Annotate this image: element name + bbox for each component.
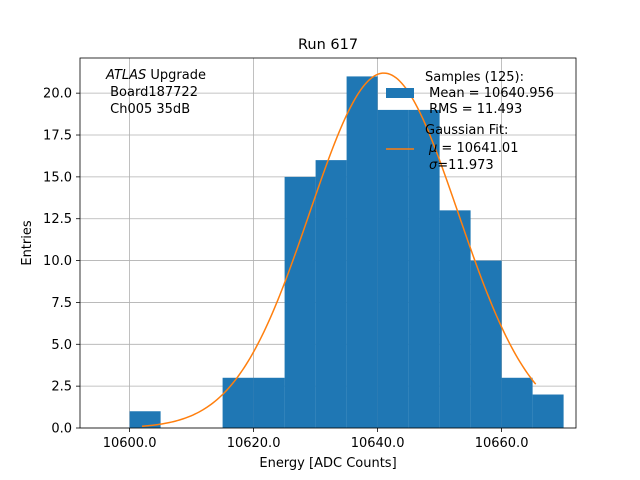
- legend-samples-swatch: [386, 88, 414, 98]
- detector-annotation: ATLAS Upgrade Board187722 Ch005 35dB: [105, 68, 206, 117]
- legend-fit-sigma: σ=11.973: [429, 158, 494, 173]
- legend-samples-rms: RMS = 11.493: [425, 102, 522, 117]
- y-tick-label-2: 5.0: [51, 338, 72, 353]
- gaussian-fit-curve: [141, 72, 537, 427]
- legend-samples-mean: Mean = 10640.956: [425, 86, 554, 101]
- histogram-bars: [129, 76, 564, 428]
- histogram-bar-8: [377, 109, 409, 428]
- histogram-bar-13: [532, 394, 564, 428]
- legend-sigma-value: =11.973: [437, 158, 493, 173]
- histogram-bar-10: [439, 210, 471, 428]
- histogram-bar-9: [408, 109, 440, 428]
- y-tick-label-8: 20.0: [43, 87, 72, 102]
- legend-fit-title: Gaussian Fit:: [425, 123, 508, 138]
- y-tick-label-0: 0.0: [51, 422, 72, 437]
- x-axis-label: Energy [ADC Counts]: [259, 456, 396, 471]
- y-tick-label-7: 17.5: [43, 129, 72, 144]
- y-axis-ticks: 0.0 2.5 5.0 7.5 10.0 12.5 15.0 17.5 20.0: [43, 87, 80, 437]
- histogram-bar-11: [470, 260, 502, 428]
- x-tick-label-2: 10640.0: [351, 436, 405, 451]
- annotation-board: Board187722: [106, 85, 198, 100]
- legend-mu-symbol: μ: [428, 141, 437, 156]
- legend-mu-value: = 10641.01: [437, 141, 518, 156]
- y-tick-label-3: 7.5: [51, 296, 72, 311]
- histogram-bar-3: [222, 377, 254, 428]
- x-axis-ticks: 10600.0 10620.0 10640.0 10660.0: [103, 428, 529, 451]
- y-tick-label-4: 10.0: [43, 254, 72, 269]
- histogram-bar-5: [284, 176, 316, 428]
- x-tick-label-1: 10620.0: [227, 436, 281, 451]
- annotation-upgrade: Upgrade: [146, 68, 206, 83]
- axes-frame: [79, 57, 577, 429]
- legend-fit-mu: μ = 10641.01: [428, 141, 518, 156]
- legend-sigma-symbol: σ: [429, 158, 438, 173]
- chart-title: Run 617: [298, 37, 358, 53]
- y-axis-label: Entries: [20, 220, 35, 266]
- histogram-bar-7: [346, 76, 378, 428]
- x-tick-label-0: 10600.0: [103, 436, 157, 451]
- histogram-bar-4: [253, 377, 285, 428]
- y-tick-label-1: 2.5: [51, 380, 72, 395]
- legend-samples-title: Samples (125):: [425, 70, 524, 85]
- histogram-bar-12: [501, 377, 533, 428]
- y-tick-label-5: 12.5: [43, 212, 72, 227]
- annotation-line-1: ATLAS Upgrade: [105, 68, 206, 83]
- annotation-atlas: ATLAS: [105, 68, 146, 83]
- legend: Samples (125): Mean = 10640.956 RMS = 11…: [386, 70, 554, 173]
- histogram-bar-6: [315, 160, 347, 428]
- histogram-bar-0: [129, 411, 161, 428]
- x-tick-label-3: 10660.0: [475, 436, 529, 451]
- y-tick-label-6: 15.0: [43, 170, 72, 185]
- annotation-channel: Ch005 35dB: [106, 102, 190, 117]
